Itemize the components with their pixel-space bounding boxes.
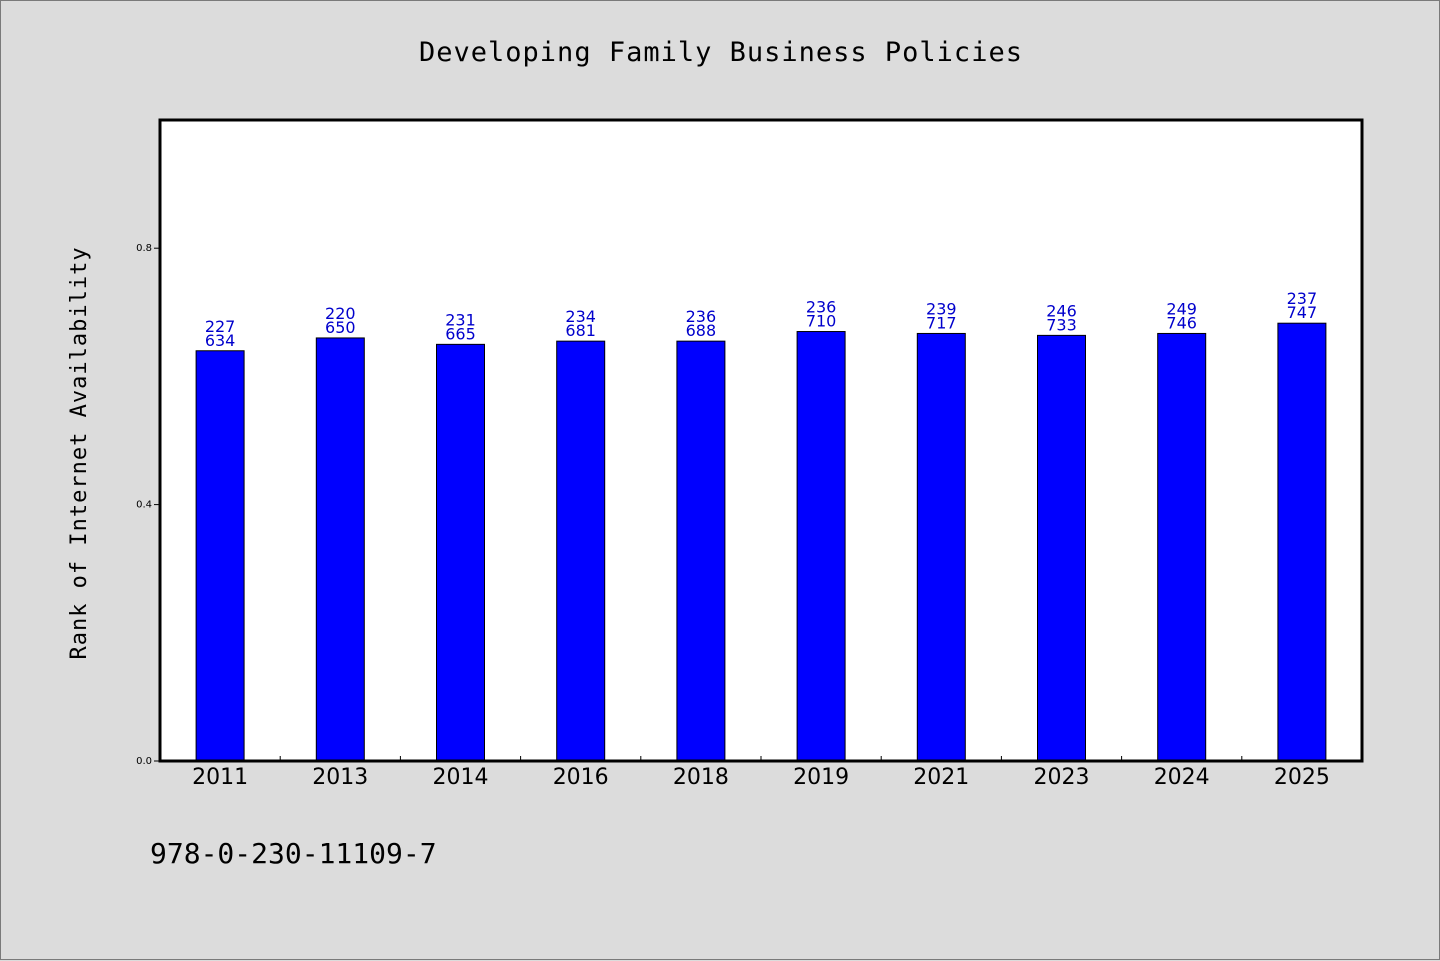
data-label-2019-bottom: 710 — [806, 312, 837, 331]
bar-2018 — [676, 340, 726, 762]
x-tick-label-2025: 2025 — [1274, 765, 1330, 790]
data-label-2025-bottom: 747 — [1287, 303, 1318, 322]
data-label-2024-top: 249 — [1166, 299, 1197, 318]
bar-2013 — [315, 337, 365, 762]
data-label-2023-bottom: 733 — [1046, 315, 1077, 334]
bar-2023 — [1037, 334, 1086, 762]
y-axis-label: Rank of Internet Availability — [67, 246, 92, 659]
data-label-2011-top: 227 — [205, 317, 236, 336]
bar-2021 — [916, 332, 966, 762]
bar-2024 — [1157, 332, 1207, 762]
chart-title: Developing Family Business Policies — [419, 37, 1023, 68]
data-label-2019-top: 236 — [806, 298, 837, 317]
x-tick-label-2016: 2016 — [553, 765, 609, 790]
data-label-2018-top: 236 — [686, 307, 717, 326]
y-tick-label: 0.4 — [136, 500, 152, 511]
x-tick-label-2021: 2021 — [913, 765, 969, 790]
bar-2025 — [1277, 322, 1327, 762]
data-label-2016-top: 234 — [565, 307, 596, 326]
data-label-2023-top: 246 — [1046, 301, 1077, 320]
bar-2019 — [796, 331, 846, 762]
x-axis-ticks: 2011 2013 2014 2016 2018 2019 2021 2023 2024 2025 — [192, 756, 1330, 790]
data-label-2018-bottom: 688 — [686, 321, 717, 340]
x-tick-label-2023: 2023 — [1034, 765, 1090, 790]
data-label-2011-bottom: 634 — [205, 331, 236, 350]
data-label-2024-bottom: 746 — [1166, 313, 1197, 332]
isbn-text: 978-0-230-11109-7 — [150, 837, 437, 870]
data-label-2021-top: 239 — [926, 299, 957, 318]
x-tick-label-2013: 2013 — [312, 765, 368, 790]
y-axis-ticks: 0.0 0.4 0.8 — [136, 243, 160, 767]
bar-2016 — [556, 340, 606, 762]
data-label-2013-bottom: 650 — [325, 318, 356, 337]
y-tick-label: 0.8 — [136, 243, 152, 254]
x-tick-label-2019: 2019 — [793, 765, 849, 790]
data-label-2025-top: 237 — [1287, 289, 1318, 308]
bars-layer — [195, 322, 1327, 762]
data-label-2021-bottom: 717 — [926, 313, 957, 332]
data-label-2016-bottom: 681 — [565, 321, 596, 340]
bar-2014 — [436, 343, 485, 762]
x-tick-label-2024: 2024 — [1154, 765, 1210, 790]
data-label-2013-top: 220 — [325, 304, 356, 323]
y-tick-label: 0.0 — [136, 756, 152, 767]
plot-border — [158, 118, 1364, 763]
x-tick-label-2018: 2018 — [673, 765, 729, 790]
bar-2011 — [195, 350, 245, 762]
data-label-2014-top: 231 — [445, 310, 476, 329]
x-tick-label-2014: 2014 — [433, 765, 489, 790]
x-tick-label-2011: 2011 — [192, 765, 248, 790]
data-label-2014-bottom: 665 — [445, 324, 476, 343]
